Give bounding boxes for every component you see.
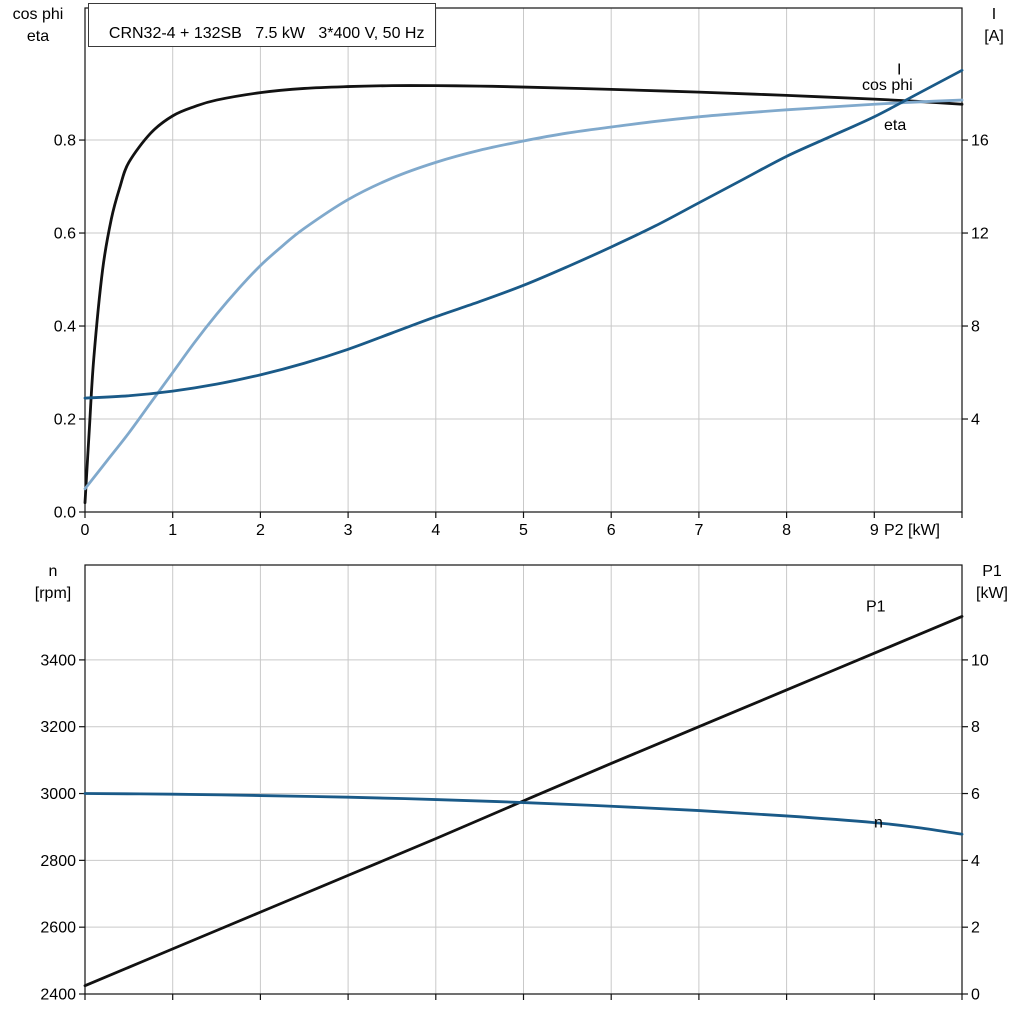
- left-axis-tick-label: 0.6: [54, 226, 76, 243]
- x-axis-tick-label: 6: [607, 522, 616, 539]
- cos-phi-axis-label: cos phi: [12, 6, 64, 23]
- curve-label-I: I: [897, 61, 901, 78]
- right-axis-tick-label: 10: [971, 652, 989, 669]
- left-axis-tick-label: 0.4: [54, 319, 76, 336]
- left-axis-tick-label: 0.8: [54, 133, 76, 150]
- x-axis-tick-label: 2: [256, 522, 265, 539]
- left-axis-tick-label: 2600: [40, 920, 76, 937]
- right-axis-tick-label: 8: [971, 319, 980, 336]
- p1-axis-label: P1: [982, 563, 1002, 580]
- left-axis-tick-label: 2400: [40, 987, 76, 1004]
- right-axis-tick-label: 12: [971, 226, 989, 243]
- speed-axis-label: n: [48, 563, 58, 580]
- x-axis-tick-label: 8: [782, 522, 791, 539]
- left-axis-tick-label: 0.0: [54, 505, 76, 522]
- top-left-axis-title: cos phi eta: [2, 4, 74, 48]
- curve-I: [83, 68, 964, 400]
- x-axis-tick-label: 5: [519, 522, 528, 539]
- curve-label-cos-phi: cos phi: [862, 77, 913, 94]
- current-unit-label: [A]: [984, 28, 1004, 45]
- chart-title-text: CRN32-4 + 132SB 7.5 kW 3*400 V, 50 Hz: [108, 25, 425, 42]
- right-axis-tick-label: 0: [971, 987, 980, 1004]
- p1-unit-label: [kW]: [976, 585, 1008, 602]
- right-axis-tick-label: 6: [971, 786, 980, 803]
- left-axis-tick-label: 2800: [40, 853, 76, 870]
- curve-P1: [83, 615, 964, 988]
- x-axis-tick-label: 7: [694, 522, 703, 539]
- eta-axis-label: eta: [26, 28, 50, 45]
- right-axis-tick-label: 4: [971, 853, 980, 870]
- top-right-axis-title: I [A]: [968, 4, 1020, 48]
- x-axis-unit-label: P2 [kW]: [884, 522, 940, 539]
- curve-n: [83, 792, 964, 836]
- x-axis-tick-label: 3: [344, 522, 353, 539]
- right-axis-tick-label: 8: [971, 719, 980, 736]
- bottom-left-axis-title: n [rpm]: [22, 561, 84, 605]
- speed-unit-label: [rpm]: [34, 585, 72, 602]
- left-axis-tick-label: 3000: [40, 786, 76, 803]
- curve-eta: [83, 84, 964, 505]
- left-axis-tick-label: 3400: [40, 652, 76, 669]
- current-axis-label: I: [991, 6, 997, 23]
- x-axis-tick-label: 1: [168, 522, 177, 539]
- left-axis-tick-label: 3200: [40, 719, 76, 736]
- x-axis-tick-label: 4: [431, 522, 440, 539]
- x-axis-tick-label: 9: [870, 522, 879, 539]
- bottom-right-axis-title: P1 [kW]: [964, 561, 1020, 605]
- right-axis-tick-label: 16: [971, 133, 989, 150]
- curve-label-eta: eta: [884, 117, 906, 134]
- left-axis-tick-label: 0.2: [54, 412, 76, 429]
- curve-cos-phi: [83, 98, 964, 491]
- right-axis-tick-label: 4: [971, 412, 980, 429]
- speed-inputpower-chart: 2400 2600 2800 3000 3200 3400 0 2 4 6 8 10 P1 n: [40, 564, 989, 1004]
- curve-label-n: n: [874, 814, 883, 831]
- right-axis-tick-label: 2: [971, 920, 980, 937]
- curve-label-P1: P1: [866, 598, 886, 615]
- x-axis-tick-label: 0: [81, 522, 90, 539]
- chart-title-box: CRN32-4 + 132SB 7.5 kW 3*400 V, 50 Hz: [88, 3, 437, 47]
